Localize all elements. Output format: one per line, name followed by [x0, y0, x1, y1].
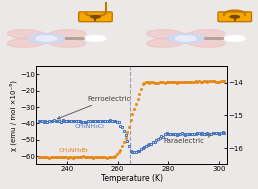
- Y-axis label: χ (emu / mol ×10⁻⁶): χ (emu / mol ×10⁻⁶): [10, 80, 17, 151]
- Text: CH₃NH₃Cl: CH₃NH₃Cl: [74, 124, 104, 129]
- Circle shape: [36, 36, 57, 41]
- Ellipse shape: [7, 38, 45, 47]
- Circle shape: [168, 34, 204, 43]
- Ellipse shape: [147, 38, 185, 47]
- Circle shape: [91, 15, 100, 18]
- FancyBboxPatch shape: [218, 12, 252, 22]
- Text: CH₃NH₃Br: CH₃NH₃Br: [59, 148, 90, 153]
- Ellipse shape: [7, 30, 45, 39]
- FancyBboxPatch shape: [79, 12, 112, 22]
- Circle shape: [230, 15, 239, 18]
- Circle shape: [175, 36, 196, 41]
- Ellipse shape: [147, 30, 185, 39]
- Circle shape: [85, 36, 106, 41]
- Circle shape: [224, 36, 245, 41]
- Ellipse shape: [47, 38, 86, 47]
- Text: Paraelectric: Paraelectric: [163, 134, 211, 144]
- Ellipse shape: [47, 30, 86, 39]
- Text: Ferroelectric: Ferroelectric: [58, 96, 131, 119]
- Ellipse shape: [187, 38, 225, 47]
- Circle shape: [28, 34, 64, 43]
- X-axis label: Temperature (K): Temperature (K): [101, 174, 163, 183]
- Ellipse shape: [187, 30, 225, 39]
